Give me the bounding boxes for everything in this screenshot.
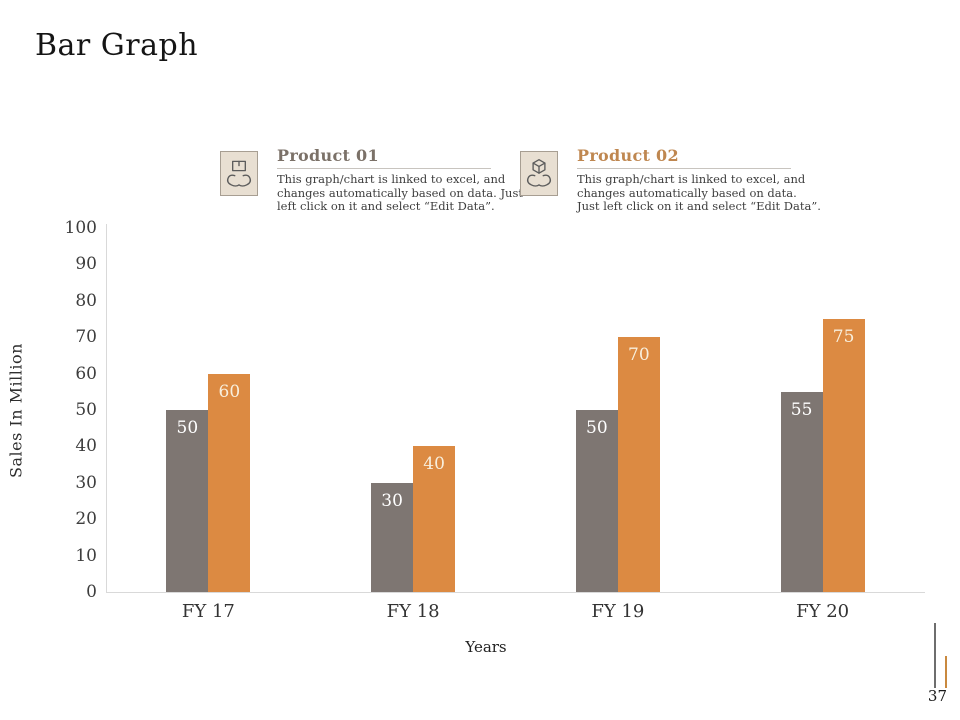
hands-holding-package-icon [220, 151, 258, 196]
legend-title-product-02: Product 02 [577, 146, 791, 169]
hands-holding-cube-icon [520, 151, 558, 196]
bar-value-label: 40 [423, 454, 445, 475]
x-axis-line [106, 592, 925, 593]
y-tick-label: 80 [75, 290, 97, 311]
page-title: Bar Graph [35, 28, 199, 63]
bar-value-label: 70 [628, 345, 650, 366]
legend-desc-line: This graph/chart is linked to excel, and [277, 172, 506, 186]
bar-product02-fy19 [617, 337, 660, 592]
bar-product01-fy18 [371, 482, 414, 592]
x-tick-label: FY 19 [591, 601, 645, 622]
bar-value-label: 55 [790, 399, 813, 420]
legend-desc-line: changes automatically based on data. [577, 185, 797, 200]
y-tick-label: 40 [75, 436, 97, 457]
y-tick-label: 10 [75, 545, 97, 566]
y-tick-label: 50 [75, 400, 97, 420]
y-tick-label: 90 [75, 254, 97, 275]
bar-product02-fy18 [413, 446, 456, 592]
decorative-line-orange [945, 656, 947, 688]
bar-value-label: 30 [381, 490, 403, 511]
x-tick-label: FY 18 [386, 601, 440, 622]
y-tick-label: 70 [75, 327, 97, 348]
page-number: 37 [927, 687, 947, 705]
y-tick-label: 30 [75, 472, 97, 493]
bar-product02-fy20 [822, 319, 865, 592]
decorative-line-gray [934, 623, 936, 688]
bar-value-label: 50 [586, 418, 608, 438]
y-tick-label: 100 [64, 218, 97, 238]
y-axis-line [106, 224, 107, 592]
bar-product01-fy20 [780, 391, 823, 592]
y-tick-label: 20 [75, 509, 97, 530]
x-axis-title: Years [465, 638, 507, 656]
bar-value-label: 50 [176, 418, 199, 438]
y-tick-label: 60 [75, 363, 97, 384]
bar-product01-fy19 [575, 410, 618, 592]
legend-desc-line: This graph/chart is linked to excel, and [577, 172, 806, 186]
legend-desc-line: changes automatically based on data. Jus… [277, 185, 523, 200]
y-axis-title: Sales In Million [6, 343, 26, 478]
bar-product02-fy17 [208, 373, 251, 592]
y-tick-label: 0 [86, 582, 97, 602]
bar-value-label: 75 [832, 327, 855, 347]
x-tick-label: FY 17 [181, 601, 235, 622]
x-tick-label: FY 20 [796, 601, 850, 622]
legend-desc-line: Just left click on it and select “Edit D… [577, 199, 821, 213]
legend-title-product-01: Product 01 [277, 146, 491, 169]
legend-desc-line: left click on it and select “Edit Data”. [277, 199, 495, 213]
bar-product01-fy17 [166, 410, 209, 592]
bar-value-label: 60 [218, 381, 241, 402]
